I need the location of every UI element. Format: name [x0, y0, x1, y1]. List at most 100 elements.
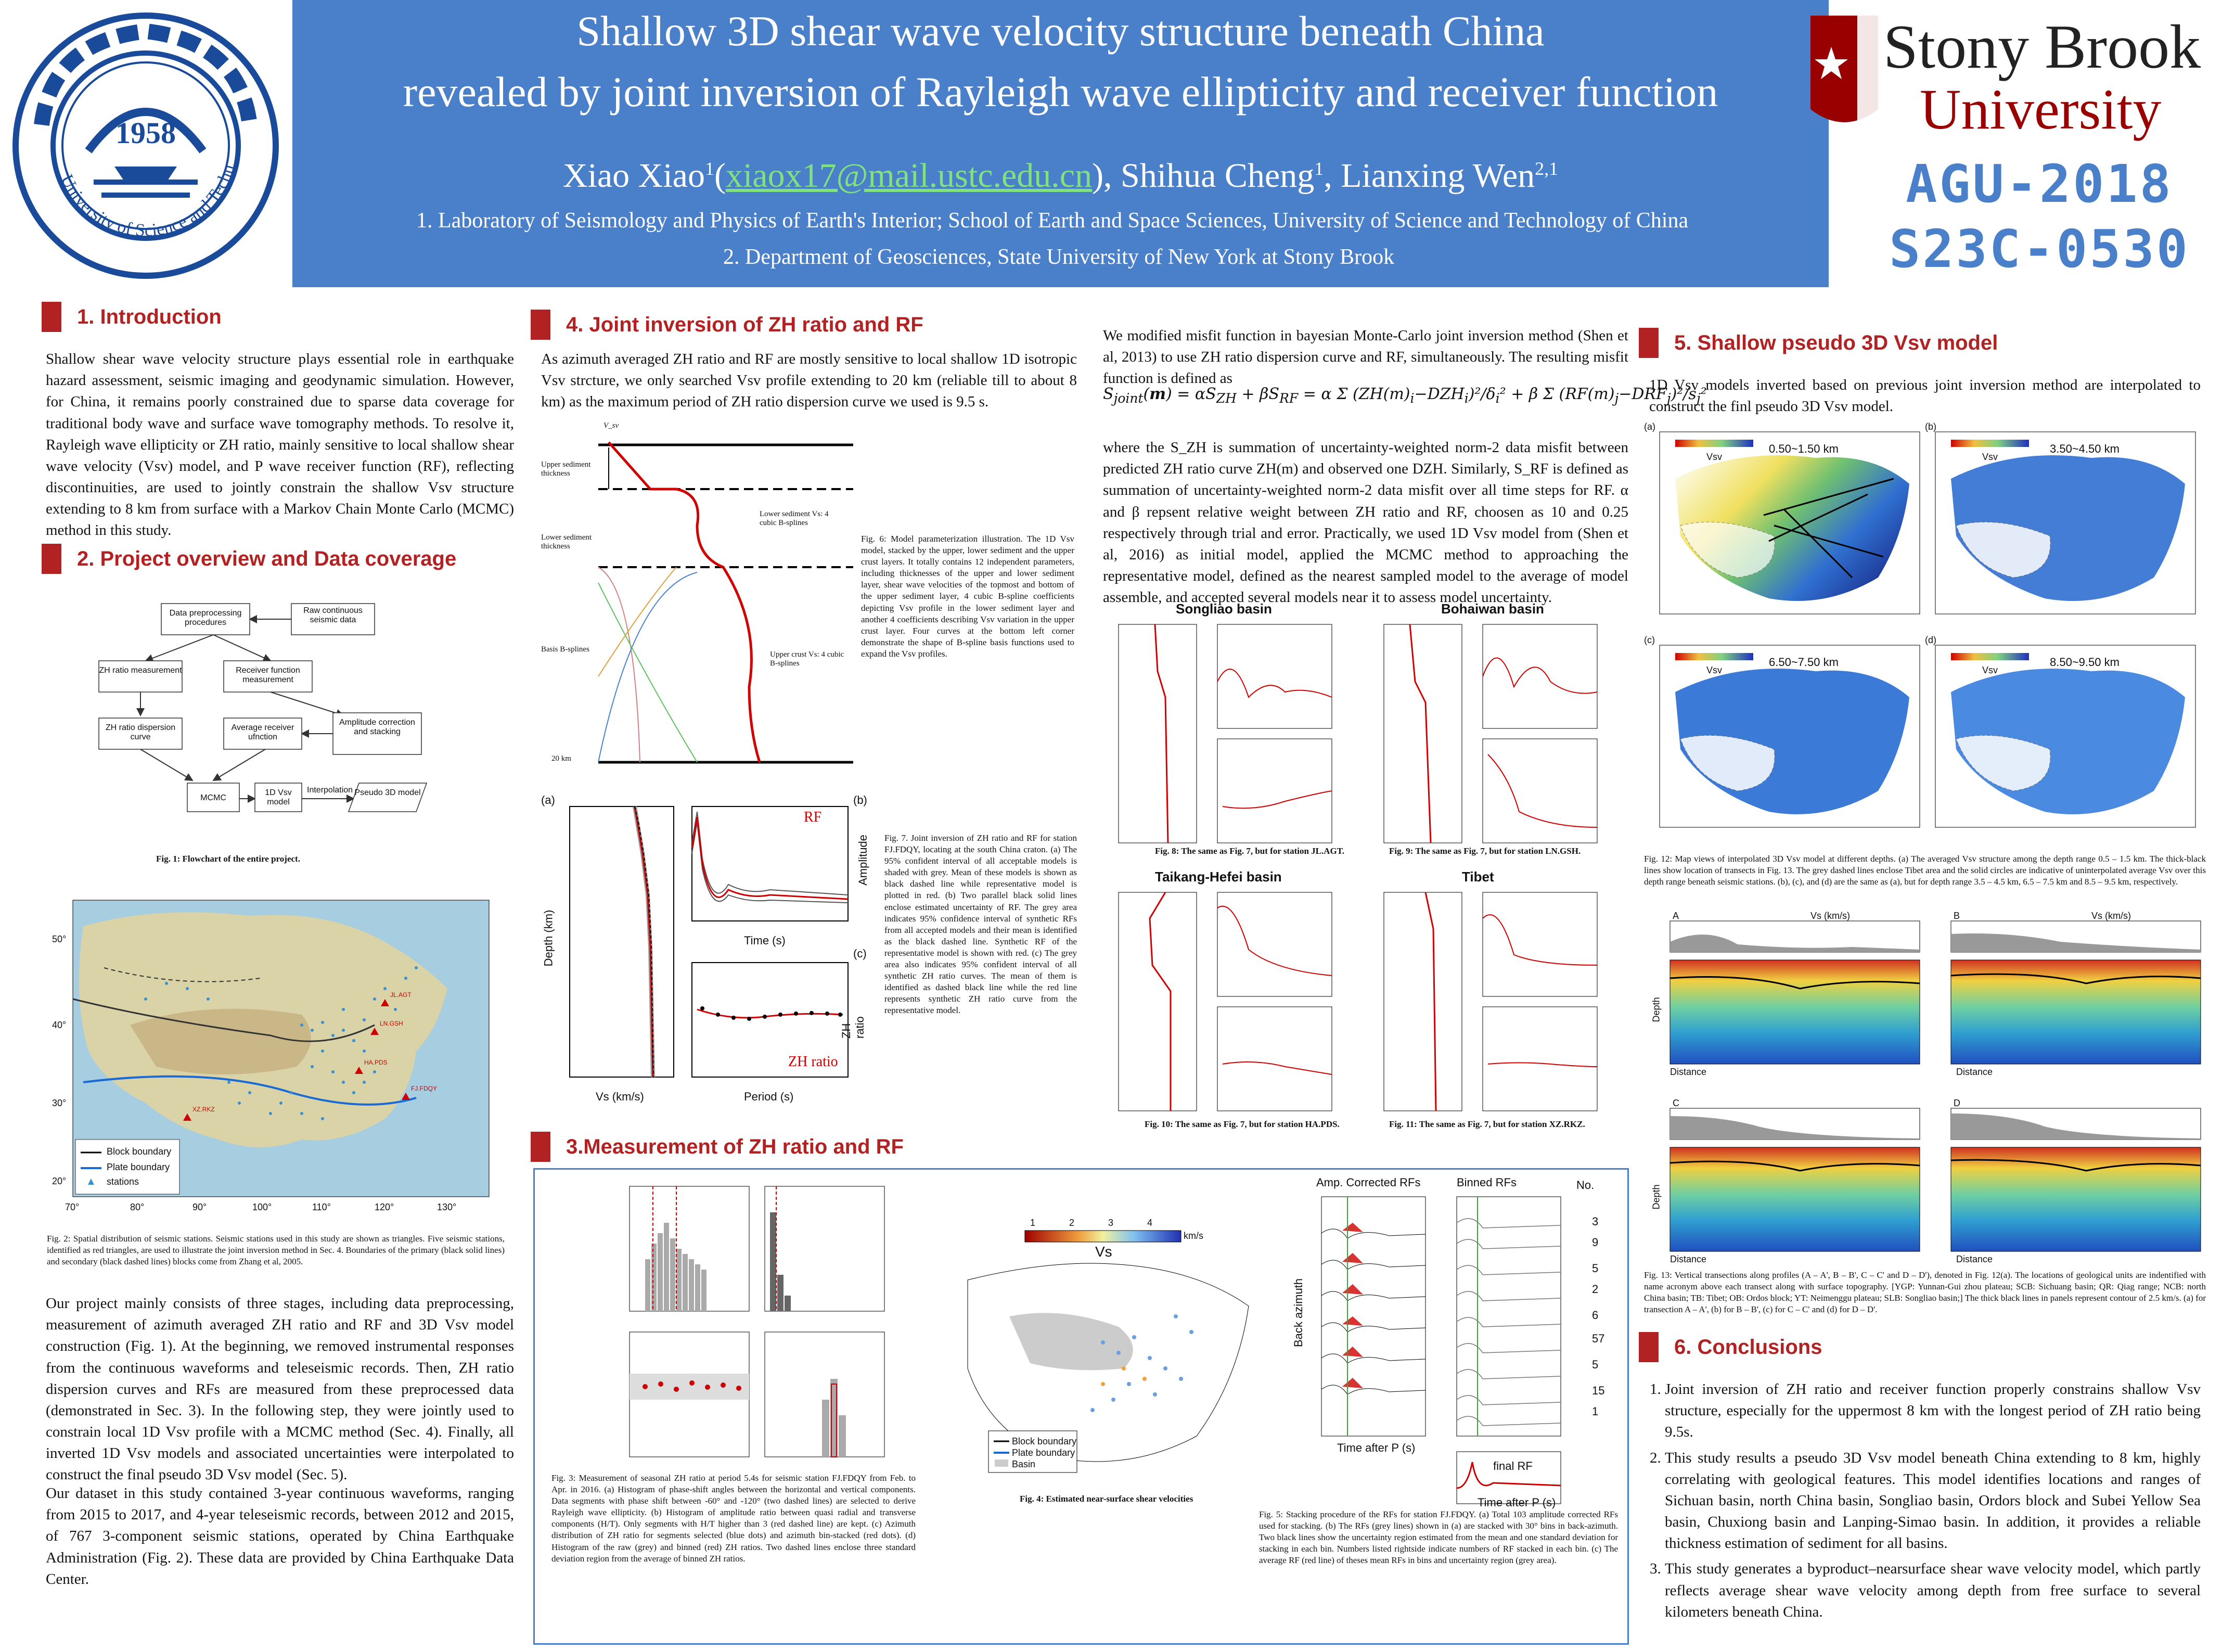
fig4-cbar-label: Vs [1095, 1244, 1112, 1260]
fig2-map: Block boundary Plate boundary stations 5… [52, 895, 499, 1218]
flow-node-3d-model: Pseudo 3D model [354, 788, 421, 797]
fig5-ylabel: Back azimuth [1292, 1278, 1305, 1348]
fig7-panel-a: (a) [541, 793, 555, 806]
fig10-title: Taikang-Hefei basin [1155, 869, 1282, 885]
fig13-cbar: Vs (km/s) [1810, 911, 1850, 921]
meas-title: 3.Measurement of ZH ratio and RF [566, 1135, 904, 1158]
fig5-count: 9 [1592, 1236, 1599, 1249]
fig7-joint-inversion: (a) (b) (c) RF ZH ratio Depth (km) Vs (k… [541, 791, 869, 1108]
sbu-name-1: Stony Brook [1883, 12, 2201, 81]
fig3-zh-measurement [609, 1181, 895, 1472]
joint-heading: 4. Joint inversion of ZH ratio and RF [531, 310, 923, 340]
fig13-distance: Distance [1956, 1254, 1993, 1264]
fig5-count: 5 [1592, 1262, 1599, 1275]
fig8-title: Songliao basin [1176, 601, 1272, 617]
heading-marker [1639, 1332, 1659, 1362]
fig2-station-label: FJ.FDQY [411, 1085, 437, 1092]
meas-panel [533, 1168, 1629, 1645]
concl-list: Joint inversion of ZH ratio and receiver… [1644, 1379, 2201, 1627]
title-line2: revealed by joint inversion of Rayleigh … [403, 68, 1718, 116]
fig12-panel: (b) [1925, 421, 1936, 432]
model-title: 5. Shallow pseudo 3D Vsv model [1674, 331, 1998, 354]
fig7-ylabel: Depth (km) [542, 910, 555, 967]
author-sup: 1 [1314, 158, 1324, 179]
author-email-link[interactable]: xiaox17@mail.ustc.edu.cn [725, 157, 1093, 195]
heading-marker [42, 544, 61, 574]
sbu-name-2: University [1920, 78, 2162, 141]
fig12-cbar-label: Vsv [1706, 452, 1723, 462]
fig13-depth: Depth [1651, 1184, 1662, 1210]
fig5-title-b: Binned RFs [1457, 1176, 1517, 1189]
concl-item-2: This study results a pseudo 3D Vsv model… [1665, 1448, 2201, 1555]
fig13-distance: Distance [1670, 1067, 1707, 1077]
fig2-lon-tick: 100° [252, 1202, 272, 1212]
fig8-songliao: Songliao basin [1098, 601, 1358, 861]
fig5-count: 1 [1592, 1405, 1599, 1418]
fig5-count: 2 [1592, 1283, 1599, 1296]
fig9-title: Bohaiwan basin [1441, 601, 1544, 617]
title-line1: Shallow 3D shear wave velocity structure… [576, 7, 1545, 55]
fig6-lower-sed-vs: Lower sediment Vs: 4 cubic B-splines [760, 510, 829, 527]
fig4-legend-basin: Basin [1012, 1459, 1036, 1469]
fig5-count: 15 [1592, 1384, 1605, 1397]
fig5-xlabel: Time after P (s) [1478, 1496, 1556, 1509]
model-text: 1D Vsv models inverted based on previous… [1649, 377, 2201, 415]
poster-title: Shallow 3D shear wave velocity structure… [292, 6, 1829, 118]
fig4-legend-block: Block boundary [1012, 1436, 1077, 1446]
fig5-caption: Fig. 5: Stacking procedure of the RFs fo… [1259, 1509, 1618, 1566]
fig2-lat-tick: 20° [52, 1176, 67, 1186]
fig2-lat-tick: 40° [52, 1020, 67, 1030]
fig6-caption: Fig. 6: Model parameterization illustrat… [861, 534, 1074, 659]
fig11-tibet: Tibet [1363, 869, 1623, 1129]
fig7-panel-c: (c) [853, 947, 867, 960]
fig11-caption: Fig. 11: The same as Fig. 7, but for sta… [1389, 1119, 1585, 1129]
fig7-rf-label: RF [804, 809, 822, 825]
fig2-lon-tick: 70° [65, 1202, 80, 1212]
fig2-legend-plate: Plate boundary [107, 1162, 170, 1172]
concl-heading: 6. Conclusions [1639, 1332, 1822, 1362]
fig13-distance: Distance [1956, 1067, 1993, 1077]
fig12-cbar-label: Vsv [1706, 665, 1723, 675]
overview-title: 2. Project overview and Data coverage [77, 547, 457, 570]
overview-heading: 2. Project overview and Data coverage [42, 544, 456, 574]
fig13-distance: Distance [1670, 1254, 1707, 1264]
fig6-depth20: 20 km [551, 754, 571, 763]
affiliation-2: 2. Department of Geosciences, State Univ… [723, 245, 1395, 269]
author-cheng: ), Shihua Cheng [1092, 157, 1315, 195]
fig7-zhr-label: ZH ratio [840, 1016, 866, 1039]
fig4-tick: 2 [1069, 1218, 1075, 1228]
flow-node-mcmc: MCMC [200, 793, 226, 802]
flow-node-amp-correct: Amplitude correction and stacking [339, 718, 415, 736]
fig12-range: 8.50~9.50 km [2050, 656, 2120, 669]
fig3-caption: Fig. 3: Measurement of seasonal ZH ratio… [551, 1473, 916, 1564]
fig12-cbar-label: Vsv [1982, 452, 1998, 462]
heading-marker [42, 302, 61, 332]
fig12-range: 6.50~7.50 km [1769, 656, 1839, 669]
fig2-station-label: HA.PDS [364, 1059, 388, 1066]
fig2-station-label: LN.GSH [380, 1020, 403, 1027]
fig13-profile: C [1673, 1098, 1679, 1108]
fig2-lon-tick: 80° [130, 1202, 145, 1212]
fig4-tick: 1 [1030, 1218, 1036, 1228]
heading-marker [531, 1132, 550, 1162]
fig8-caption: Fig. 8: The same as Fig. 7, but for stat… [1155, 846, 1345, 856]
fig5-final-label: final RF [1493, 1459, 1533, 1472]
fig5-xlabel: Time after P (s) [1337, 1441, 1416, 1454]
fig4-legend-plate: Plate boundary [1012, 1448, 1075, 1458]
fig6-upper-crust-vs: Upper crust Vs: 4 cubic B-splines [770, 650, 844, 668]
fig9-caption: Fig. 9: The same as Fig. 7, but for stat… [1389, 846, 1581, 856]
fig5-rf-stacking: Amp. Corrected RFs Binned RFs No. 3 9 5 … [1285, 1176, 1613, 1509]
fig13-profile: B [1954, 911, 1960, 921]
overview-text-1: Our project mainly consists of three sta… [46, 1295, 514, 1483]
fig13-transects: Distance Distance Distance Distance A B … [1644, 911, 2211, 1264]
fig7-xlabel: Vs (km/s) [596, 1090, 644, 1103]
fig13-caption: Fig. 13: Vertical transections along pro… [1644, 1270, 2206, 1315]
fig5-count: 57 [1592, 1332, 1605, 1345]
fig13-depth: Depth [1651, 997, 1662, 1022]
fig7-panel-b: (b) [853, 793, 867, 806]
fig7-time-label: Time (s) [744, 934, 786, 947]
overview-text-2: Our dataset in this study contained 3-ye… [46, 1485, 514, 1587]
fig6-lower-sed: Lower sediment thickness [541, 533, 592, 550]
fig4-near-surface: Vs km/s 1 2 3 4 Block boundary Plate bou… [947, 1212, 1269, 1483]
fig12-range: 0.50~1.50 km [1769, 442, 1839, 455]
